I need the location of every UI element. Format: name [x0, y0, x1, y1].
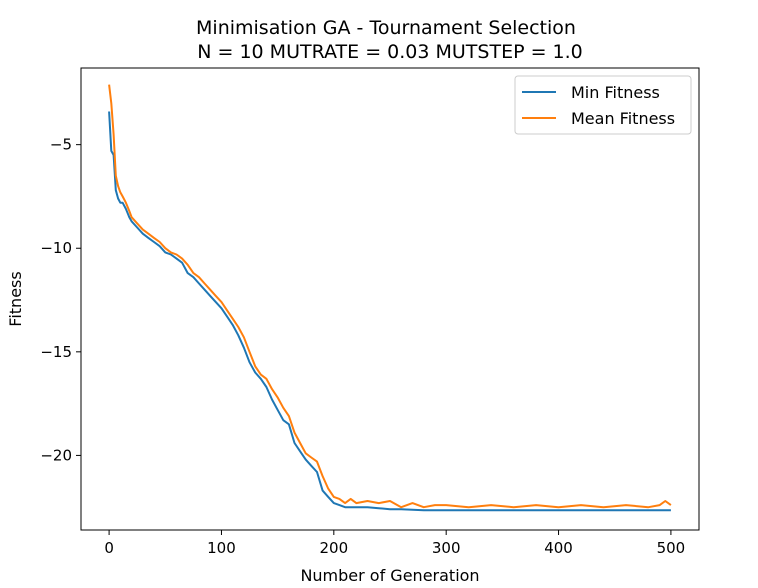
- legend-label-min-fitness: Min Fitness: [571, 83, 660, 102]
- y-tick-label: −10: [40, 239, 72, 257]
- legend-label-mean-fitness: Mean Fitness: [571, 109, 675, 128]
- x-tick-label: 100: [207, 539, 236, 557]
- x-tick-label: 400: [544, 539, 573, 557]
- x-tick-label: 200: [319, 539, 348, 557]
- y-axis-title: Fitness: [6, 271, 25, 326]
- x-axis-title: Number of Generation: [300, 566, 479, 585]
- legend: Min Fitness Mean Fitness: [514, 75, 692, 135]
- series-layer: [108, 84, 672, 512]
- chart-title: Minimisation GA - Tournament Selection: [196, 17, 576, 39]
- x-tick-label: 300: [432, 539, 461, 557]
- chart-subtitle: N = 10 MUTRATE = 0.03 MUTSTEP = 1.0: [197, 41, 583, 63]
- ticks-layer: 0 100 200 300 400 500 −20 −15 −10 −5: [40, 136, 685, 557]
- y-tick-label: −15: [40, 343, 72, 361]
- legend-frame: [514, 75, 692, 135]
- series-line-min-fitness: [108, 111, 671, 512]
- y-tick-label: −20: [40, 446, 72, 464]
- x-tick-label: 0: [104, 539, 114, 557]
- plot-frame: [80, 67, 700, 531]
- y-tick-label: −5: [50, 136, 72, 154]
- x-tick-label: 500: [657, 539, 686, 557]
- series-line-mean-fitness: [108, 84, 672, 509]
